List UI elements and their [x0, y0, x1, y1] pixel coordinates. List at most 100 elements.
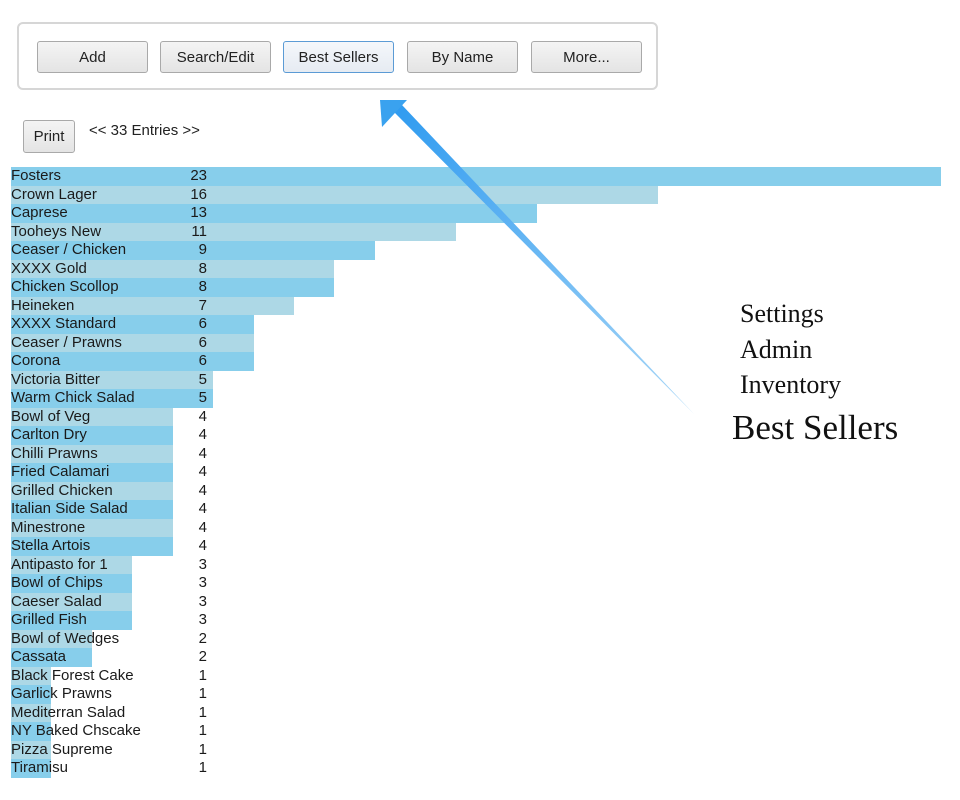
item-name: Ceaser / Chicken — [11, 241, 127, 258]
item-name: Minestrone — [11, 518, 86, 536]
list-item[interactable]: Tiramisu 1 — [11, 759, 951, 778]
list-item[interactable]: Mediterran Salad 1 — [11, 703, 951, 722]
item-name: Stella Artois — [11, 537, 91, 554]
more-button[interactable]: More... — [531, 41, 642, 73]
count-bar — [11, 241, 375, 260]
item-name: Bowl of Veg — [11, 407, 91, 425]
count-bar — [11, 444, 173, 463]
list-item[interactable]: Caprese 13 — [11, 204, 951, 223]
list-item[interactable]: Carlton Dry 4 — [11, 426, 951, 445]
list-item[interactable]: Chilli Prawns 4 — [11, 444, 951, 463]
list-item[interactable]: Tooheys New 11 — [11, 222, 951, 241]
list-item[interactable]: Bowl of Wedges 2 — [11, 629, 951, 648]
item-name: Tiramisu — [11, 759, 68, 776]
list-item[interactable]: Chicken Scollop 8 — [11, 278, 951, 297]
item-name: Caeser Salad — [11, 592, 102, 610]
item-count: 16 — [190, 185, 207, 203]
count-bar — [11, 389, 213, 408]
inventory-menu-item[interactable]: Inventory — [740, 370, 842, 399]
count-bar — [11, 222, 456, 241]
list-item[interactable]: Crown Lager 16 — [11, 185, 951, 204]
count-bar — [11, 296, 294, 315]
list-item[interactable]: Caeser Salad 3 — [11, 592, 951, 611]
list-item[interactable]: Fosters 23 — [11, 167, 951, 186]
list-item[interactable]: Victoria Bitter 5 — [11, 370, 951, 389]
item-name: Victoria Bitter — [11, 370, 100, 388]
list-item[interactable]: Fried Calamari 4 — [11, 463, 951, 482]
list-item[interactable]: Bowl of Chips 3 — [11, 574, 951, 593]
count-bar — [11, 352, 254, 371]
count-bar — [11, 592, 132, 611]
list-item[interactable]: Corona 6 — [11, 352, 951, 371]
toolbar: Add Search/Edit Best Sellers By Name Mor… — [17, 22, 658, 90]
item-count: 1 — [198, 685, 207, 702]
count-bar — [11, 648, 92, 667]
item-count: 4 — [198, 444, 207, 462]
count-bar — [11, 315, 254, 334]
list-item[interactable]: Italian Side Salad 4 — [11, 500, 951, 519]
settings-menu-item[interactable]: Settings — [740, 299, 824, 328]
list-item[interactable]: Grilled Chicken 4 — [11, 481, 951, 500]
list-item[interactable]: Cassata 2 — [11, 648, 951, 667]
list-item[interactable]: Black Forest Cake 1 — [11, 666, 951, 685]
list-item[interactable]: Pizza Supreme 1 — [11, 740, 951, 759]
list-item[interactable]: XXXX Standard 6 — [11, 315, 951, 334]
item-count: 6 — [198, 315, 207, 332]
item-name: Pizza Supreme — [11, 740, 113, 758]
item-count: 4 — [198, 518, 207, 536]
item-count: 4 — [198, 481, 207, 499]
list-item[interactable]: Minestrone 4 — [11, 518, 951, 537]
item-count: 1 — [198, 740, 207, 758]
item-count: 8 — [198, 278, 207, 295]
list-item[interactable]: Ceaser / Chicken 9 — [11, 241, 951, 260]
entries-navigator[interactable]: << 33 Entries >> — [89, 122, 200, 139]
count-bar — [11, 333, 254, 352]
count-bar — [11, 666, 51, 685]
list-item[interactable]: Ceaser / Prawns 6 — [11, 333, 951, 352]
item-name: Grilled Fish — [11, 611, 87, 628]
search-edit-button[interactable]: Search/Edit — [160, 41, 271, 73]
list-item[interactable]: Garlick Prawns 1 — [11, 685, 951, 704]
best-sellers-menu-item[interactable]: Best Sellers — [732, 407, 899, 447]
list-item[interactable]: NY Baked Chscake 1 — [11, 722, 951, 741]
list-item[interactable]: Antipasto for 1 3 — [11, 555, 951, 574]
overlay-menu: Settings Admin Inventory Best Sellers — [732, 296, 898, 453]
item-name: Caprese — [11, 204, 68, 221]
item-count: 23 — [190, 167, 207, 184]
count-bar — [11, 407, 173, 426]
print-button[interactable]: Print — [23, 120, 75, 153]
item-count: 13 — [190, 204, 207, 221]
add-button[interactable]: Add — [37, 41, 148, 73]
count-bar — [11, 370, 213, 389]
count-bar — [11, 740, 51, 759]
count-bar — [11, 259, 334, 278]
item-count: 3 — [198, 555, 207, 573]
item-count: 4 — [198, 500, 207, 517]
item-name: Fried Calamari — [11, 463, 110, 480]
item-count: 11 — [191, 222, 207, 240]
count-bar — [11, 685, 51, 704]
item-count: 4 — [198, 407, 207, 425]
item-count: 4 — [198, 426, 207, 443]
list-item[interactable]: Warm Chick Salad 5 — [11, 389, 951, 408]
item-count: 4 — [198, 463, 207, 480]
item-name: Italian Side Salad — [11, 500, 128, 517]
by-name-button[interactable]: By Name — [407, 41, 518, 73]
item-count: 3 — [198, 592, 207, 610]
list-item[interactable]: Heineken 7 — [11, 296, 951, 315]
list-item[interactable]: Stella Artois 4 — [11, 537, 951, 556]
item-name: Warm Chick Salad — [11, 389, 135, 406]
count-bar — [11, 426, 173, 445]
list-item[interactable]: Bowl of Veg 4 — [11, 407, 951, 426]
item-count: 6 — [198, 352, 207, 369]
item-count: 4 — [198, 537, 207, 554]
item-name: Bowl of Wedges — [11, 629, 120, 647]
list-item[interactable]: XXXX Gold 8 — [11, 259, 951, 278]
count-bar — [11, 278, 334, 297]
item-count: 8 — [198, 259, 207, 277]
count-bar — [11, 611, 132, 630]
item-name: Fosters — [11, 167, 62, 184]
admin-menu-item[interactable]: Admin — [740, 334, 813, 364]
best-sellers-button[interactable]: Best Sellers — [283, 41, 394, 73]
list-item[interactable]: Grilled Fish 3 — [11, 611, 951, 630]
